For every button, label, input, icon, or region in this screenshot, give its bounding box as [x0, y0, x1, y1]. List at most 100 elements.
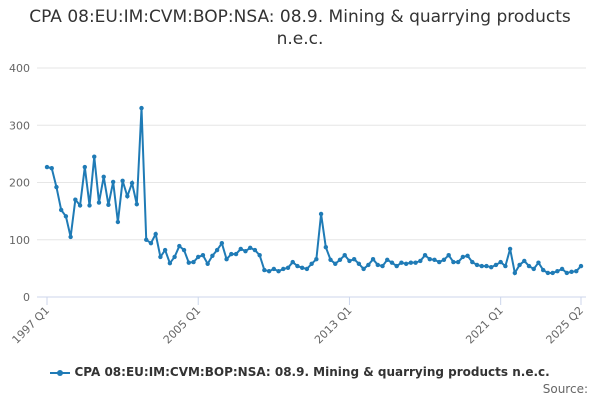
data-point: [82, 164, 88, 170]
data-point: [460, 254, 466, 260]
data-point: [262, 267, 267, 273]
data-point: [304, 266, 310, 272]
data-point: [144, 237, 149, 242]
y-tick-label: 100: [9, 234, 30, 247]
data-point: [281, 266, 286, 272]
series-line: [46, 108, 582, 276]
x-tick-label: 2021 Q1: [463, 304, 506, 347]
data-point: [484, 263, 489, 269]
data-point: [569, 269, 574, 275]
data-point: [200, 253, 206, 258]
data-point: [214, 247, 220, 253]
data-point: [427, 257, 432, 262]
data-point: [92, 154, 97, 159]
data-point: [361, 266, 366, 272]
data-point: [96, 200, 102, 205]
data-point: [422, 253, 428, 258]
data-point: [356, 261, 362, 266]
data-point: [366, 262, 371, 268]
data-point: [489, 265, 494, 270]
data-point: [181, 247, 187, 253]
data-point: [517, 262, 522, 268]
data-point: [451, 259, 456, 265]
data-point: [351, 257, 357, 262]
data-point: [375, 262, 380, 268]
data-point: [309, 261, 314, 266]
legend-dot: [57, 369, 64, 376]
data-point: [550, 270, 555, 276]
data-point: [545, 270, 551, 276]
data-point: [342, 253, 347, 258]
data-point: [333, 261, 338, 266]
data-point: [266, 269, 272, 274]
data-point: [162, 247, 168, 253]
data-point: [110, 179, 116, 185]
data-point: [285, 265, 291, 271]
data-point: [252, 247, 258, 253]
data-point: [574, 269, 579, 274]
data-point: [68, 234, 73, 240]
data-point: [73, 197, 78, 202]
data-point: [196, 254, 201, 260]
data-point: [370, 257, 376, 262]
x-tick-label: 1997 Q1: [10, 304, 53, 347]
data-point: [578, 263, 584, 269]
legend: CPA 08:EU:IM:CVM:BOP:NSA: 08.9. Mining &…: [0, 365, 600, 379]
data-point: [564, 270, 570, 276]
data-point: [271, 266, 277, 272]
data-point: [205, 261, 210, 266]
data-point: [63, 214, 69, 219]
data-point: [385, 257, 390, 262]
data-point: [172, 254, 177, 260]
data-point: [540, 267, 546, 273]
data-point: [219, 240, 225, 246]
data-point: [134, 202, 139, 207]
data-point: [186, 260, 191, 265]
data-point: [455, 259, 461, 265]
data-point: [106, 202, 111, 208]
data-point: [394, 263, 399, 269]
data-point: [276, 269, 281, 274]
data-point: [479, 263, 484, 269]
data-point: [243, 249, 248, 254]
data-point: [470, 259, 475, 265]
data-point: [153, 231, 158, 237]
data-point: [120, 178, 125, 183]
data-point: [503, 263, 508, 269]
data-point: [167, 261, 173, 266]
data-point: [323, 244, 329, 250]
data-point: [210, 253, 215, 258]
data-point: [437, 259, 442, 265]
data-point: [318, 211, 324, 217]
data-point: [139, 105, 144, 111]
data-point: [49, 165, 54, 171]
data-point: [54, 184, 59, 190]
data-point: [290, 259, 295, 265]
data-point: [526, 263, 532, 269]
data-point: [337, 257, 343, 262]
data-point: [347, 258, 352, 264]
data-point: [413, 260, 418, 265]
data-point: [380, 263, 385, 269]
data-point: [115, 219, 121, 225]
data-point: [432, 257, 437, 262]
data-point: [229, 251, 234, 257]
data-point: [474, 262, 480, 268]
data-point: [507, 246, 513, 252]
y-tick-label: 300: [9, 119, 30, 132]
y-tick-label: 400: [9, 62, 30, 75]
data-point: [125, 194, 130, 199]
data-point: [389, 260, 395, 265]
data-point: [129, 180, 135, 186]
data-point: [418, 258, 423, 264]
data-point: [257, 253, 262, 258]
data-point: [101, 174, 106, 179]
data-point: [531, 266, 536, 272]
data-point: [148, 240, 154, 246]
data-point: [403, 261, 409, 266]
data-point: [446, 253, 451, 258]
data-point: [536, 260, 541, 265]
data-point: [408, 260, 414, 265]
